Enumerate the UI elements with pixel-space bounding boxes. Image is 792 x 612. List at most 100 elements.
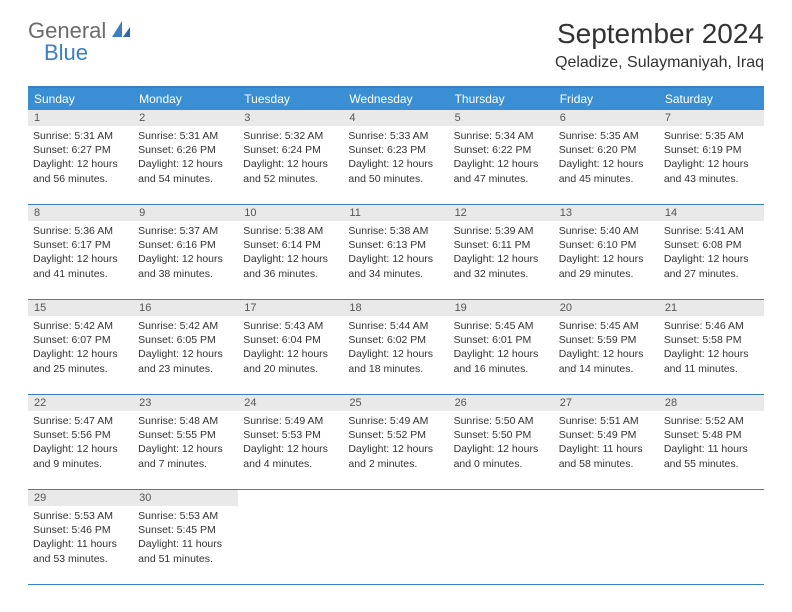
day-number: 4: [343, 110, 448, 126]
sunset-text: Sunset: 6:26 PM: [138, 143, 233, 157]
day-number: 26: [449, 395, 554, 411]
sunset-text: Sunset: 6:04 PM: [243, 333, 338, 347]
day-number: 3: [238, 110, 343, 126]
page-title: September 2024: [555, 18, 764, 50]
sunrise-text: Sunrise: 5:53 AM: [138, 509, 233, 523]
sunrise-text: Sunrise: 5:45 AM: [454, 319, 549, 333]
sunrise-text: Sunrise: 5:31 AM: [138, 129, 233, 143]
sunset-text: Sunset: 6:02 PM: [348, 333, 443, 347]
day-number: 27: [554, 395, 659, 411]
sunrise-text: Sunrise: 5:44 AM: [348, 319, 443, 333]
week-row: Sunrise: 5:53 AMSunset: 5:46 PMDaylight:…: [28, 506, 764, 585]
weekday-header: Sunday: [28, 88, 133, 110]
day-number: 9: [133, 205, 238, 221]
daynum-row: 891011121314: [28, 205, 764, 221]
daylight-text: Daylight: 12 hours and 47 minutes.: [454, 157, 549, 185]
daylight-text: Daylight: 11 hours and 55 minutes.: [664, 442, 759, 470]
day-cell: [554, 506, 659, 584]
daylight-text: Daylight: 12 hours and 52 minutes.: [243, 157, 338, 185]
day-number: 28: [659, 395, 764, 411]
day-cell: Sunrise: 5:33 AMSunset: 6:23 PMDaylight:…: [343, 126, 448, 204]
weekday-header: Tuesday: [238, 88, 343, 110]
weekday-header: Wednesday: [343, 88, 448, 110]
sunset-text: Sunset: 6:08 PM: [664, 238, 759, 252]
daylight-text: Daylight: 12 hours and 14 minutes.: [559, 347, 654, 375]
sunrise-text: Sunrise: 5:48 AM: [138, 414, 233, 428]
weekday-header: Monday: [133, 88, 238, 110]
sunset-text: Sunset: 6:17 PM: [33, 238, 128, 252]
day-cell: Sunrise: 5:39 AMSunset: 6:11 PMDaylight:…: [449, 221, 554, 299]
sunset-text: Sunset: 5:48 PM: [664, 428, 759, 442]
day-number: 19: [449, 300, 554, 316]
sunset-text: Sunset: 6:07 PM: [33, 333, 128, 347]
day-number: 11: [343, 205, 448, 221]
day-number: 23: [133, 395, 238, 411]
sunrise-text: Sunrise: 5:35 AM: [559, 129, 654, 143]
daylight-text: Daylight: 12 hours and 23 minutes.: [138, 347, 233, 375]
day-number: 16: [133, 300, 238, 316]
daylight-text: Daylight: 11 hours and 58 minutes.: [559, 442, 654, 470]
day-cell: Sunrise: 5:32 AMSunset: 6:24 PMDaylight:…: [238, 126, 343, 204]
daylight-text: Daylight: 12 hours and 56 minutes.: [33, 157, 128, 185]
logo-sail-icon: [110, 19, 132, 44]
day-cell: Sunrise: 5:42 AMSunset: 6:05 PMDaylight:…: [133, 316, 238, 394]
daylight-text: Daylight: 12 hours and 0 minutes.: [454, 442, 549, 470]
week-row: Sunrise: 5:42 AMSunset: 6:07 PMDaylight:…: [28, 316, 764, 395]
sunset-text: Sunset: 6:23 PM: [348, 143, 443, 157]
sunset-text: Sunset: 5:59 PM: [559, 333, 654, 347]
day-cell: Sunrise: 5:48 AMSunset: 5:55 PMDaylight:…: [133, 411, 238, 489]
daylight-text: Daylight: 12 hours and 38 minutes.: [138, 252, 233, 280]
sunset-text: Sunset: 5:45 PM: [138, 523, 233, 537]
sunset-text: Sunset: 5:55 PM: [138, 428, 233, 442]
sunset-text: Sunset: 5:56 PM: [33, 428, 128, 442]
sunset-text: Sunset: 5:46 PM: [33, 523, 128, 537]
day-number: [343, 490, 448, 506]
day-cell: Sunrise: 5:35 AMSunset: 6:20 PMDaylight:…: [554, 126, 659, 204]
daylight-text: Daylight: 12 hours and 32 minutes.: [454, 252, 549, 280]
day-number: 7: [659, 110, 764, 126]
day-number: [659, 490, 764, 506]
sunrise-text: Sunrise: 5:49 AM: [348, 414, 443, 428]
sunset-text: Sunset: 6:10 PM: [559, 238, 654, 252]
day-cell: Sunrise: 5:52 AMSunset: 5:48 PMDaylight:…: [659, 411, 764, 489]
day-number: 22: [28, 395, 133, 411]
sunrise-text: Sunrise: 5:45 AM: [559, 319, 654, 333]
daylight-text: Daylight: 12 hours and 43 minutes.: [664, 157, 759, 185]
day-cell: Sunrise: 5:31 AMSunset: 6:26 PMDaylight:…: [133, 126, 238, 204]
week-row: Sunrise: 5:31 AMSunset: 6:27 PMDaylight:…: [28, 126, 764, 205]
sunrise-text: Sunrise: 5:53 AM: [33, 509, 128, 523]
daylight-text: Daylight: 12 hours and 11 minutes.: [664, 347, 759, 375]
sunset-text: Sunset: 6:19 PM: [664, 143, 759, 157]
daylight-text: Daylight: 12 hours and 41 minutes.: [33, 252, 128, 280]
daylight-text: Daylight: 12 hours and 4 minutes.: [243, 442, 338, 470]
sunrise-text: Sunrise: 5:42 AM: [33, 319, 128, 333]
daynum-row: 22232425262728: [28, 395, 764, 411]
day-cell: Sunrise: 5:49 AMSunset: 5:53 PMDaylight:…: [238, 411, 343, 489]
sunset-text: Sunset: 6:27 PM: [33, 143, 128, 157]
daylight-text: Daylight: 11 hours and 51 minutes.: [138, 537, 233, 565]
daylight-text: Daylight: 12 hours and 7 minutes.: [138, 442, 233, 470]
daylight-text: Daylight: 12 hours and 25 minutes.: [33, 347, 128, 375]
day-cell: Sunrise: 5:34 AMSunset: 6:22 PMDaylight:…: [449, 126, 554, 204]
day-number: 2: [133, 110, 238, 126]
day-number: 25: [343, 395, 448, 411]
sunrise-text: Sunrise: 5:42 AM: [138, 319, 233, 333]
week-row: Sunrise: 5:36 AMSunset: 6:17 PMDaylight:…: [28, 221, 764, 300]
day-number: [554, 490, 659, 506]
day-cell: Sunrise: 5:53 AMSunset: 5:45 PMDaylight:…: [133, 506, 238, 584]
day-cell: Sunrise: 5:37 AMSunset: 6:16 PMDaylight:…: [133, 221, 238, 299]
week-row: Sunrise: 5:47 AMSunset: 5:56 PMDaylight:…: [28, 411, 764, 490]
logo: General Blue: [28, 18, 132, 44]
weekday-header: Thursday: [449, 88, 554, 110]
sunrise-text: Sunrise: 5:33 AM: [348, 129, 443, 143]
day-cell: Sunrise: 5:50 AMSunset: 5:50 PMDaylight:…: [449, 411, 554, 489]
sunrise-text: Sunrise: 5:40 AM: [559, 224, 654, 238]
day-number: 30: [133, 490, 238, 506]
day-number: 18: [343, 300, 448, 316]
sunset-text: Sunset: 5:53 PM: [243, 428, 338, 442]
day-cell: Sunrise: 5:49 AMSunset: 5:52 PMDaylight:…: [343, 411, 448, 489]
day-cell: Sunrise: 5:31 AMSunset: 6:27 PMDaylight:…: [28, 126, 133, 204]
day-cell: [659, 506, 764, 584]
sunrise-text: Sunrise: 5:50 AM: [454, 414, 549, 428]
sunrise-text: Sunrise: 5:35 AM: [664, 129, 759, 143]
